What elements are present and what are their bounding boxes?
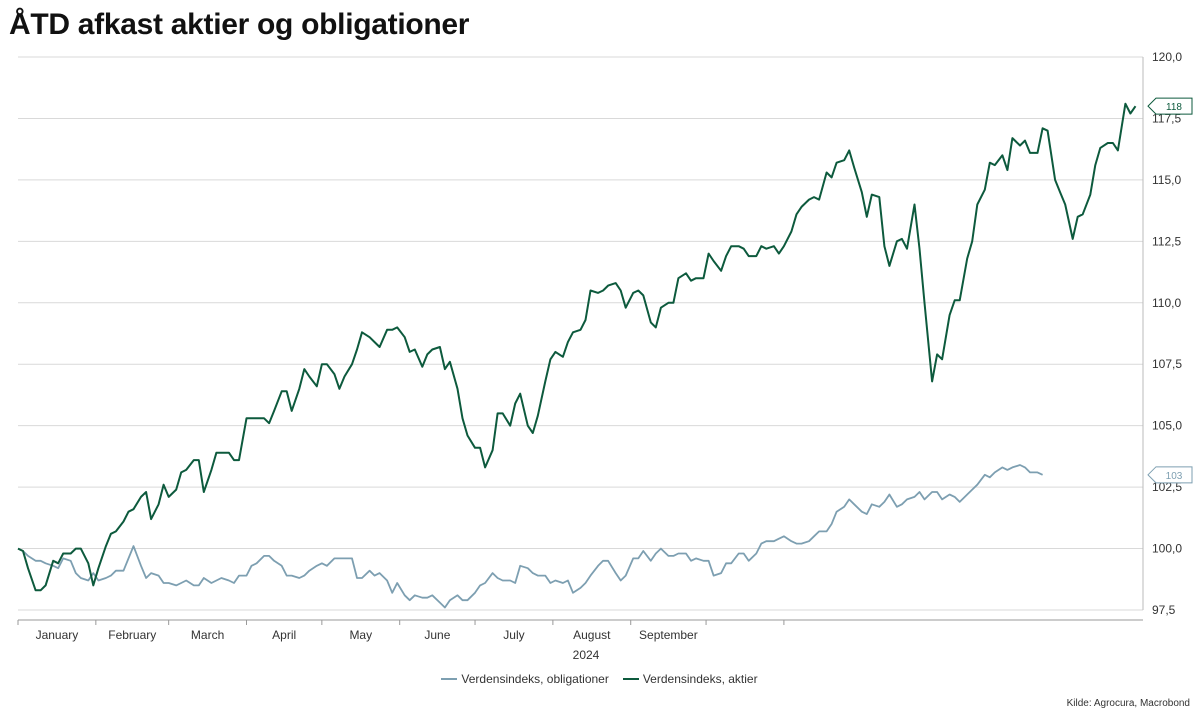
y-tick-label: 105,0 (1152, 419, 1182, 433)
x-tick-label: April (272, 628, 296, 642)
line-chart: 97,5100,0102,5105,0107,5110,0112,5115,01… (17, 50, 1193, 662)
legend-label-equities: Verdensindeks, aktier (642, 672, 758, 686)
legend-swatch-bonds (441, 678, 458, 680)
gridlines: 97,5 100,0 102,5 105,0 107,5 110,0 112,5 115,0 1… (18, 50, 1182, 617)
source-note: Kilde: Agrocura, Macrobond (1066, 698, 1190, 709)
y-tick-label: 117,5 (1152, 111, 1181, 125)
x-tick-label: August (573, 628, 611, 642)
y-tick-label: 102,5 (1152, 480, 1182, 494)
x-tick-label: September (639, 628, 698, 642)
y-tick-label: 115,0 (1152, 173, 1181, 187)
end-labels: 103 118 (1147, 97, 1193, 484)
legend-swatch-equities (622, 678, 639, 680)
x-axis-label: 2024 (573, 648, 600, 662)
legend-item-bonds[interactable]: Verdensindeks, obligationer (441, 672, 609, 686)
x-tick-label: May (349, 628, 372, 642)
series-line-bonds[interactable] (17, 464, 1043, 609)
y-tick-label: 97,5 (1152, 603, 1176, 617)
legend-label-bonds: Verdensindeks, obligationer (461, 672, 609, 686)
end-label-bonds: 103 (1147, 466, 1193, 484)
x-tick-label: January (36, 628, 79, 642)
y-tick-label: 110,0 (1152, 296, 1181, 310)
chart-title: ÅTD afkast aktier og obligationer (9, 8, 470, 41)
x-axis: January February March April May June July Augu… (17, 619, 1143, 642)
x-tick-label: June (424, 628, 450, 642)
series-line-equities[interactable] (17, 102, 1137, 592)
legend-item-equities[interactable]: Verdensindeks, aktier (622, 672, 758, 686)
x-tick-label: March (191, 628, 224, 642)
x-tick-label: February (108, 628, 156, 642)
y-tick-label: 107,5 (1152, 357, 1182, 371)
y-tick-label: 120,0 (1152, 50, 1182, 64)
x-tick-label: July (503, 628, 524, 642)
svg-text:103: 103 (1166, 471, 1183, 482)
y-tick-label: 112,5 (1152, 234, 1181, 248)
y-tick-label: 100,0 (1152, 542, 1182, 556)
end-label-equities: 118 (1147, 97, 1193, 115)
svg-text:118: 118 (1166, 102, 1182, 113)
series-lines (17, 102, 1137, 609)
legend: Verdensindeks, obligationer Verdensindek… (0, 672, 1199, 686)
